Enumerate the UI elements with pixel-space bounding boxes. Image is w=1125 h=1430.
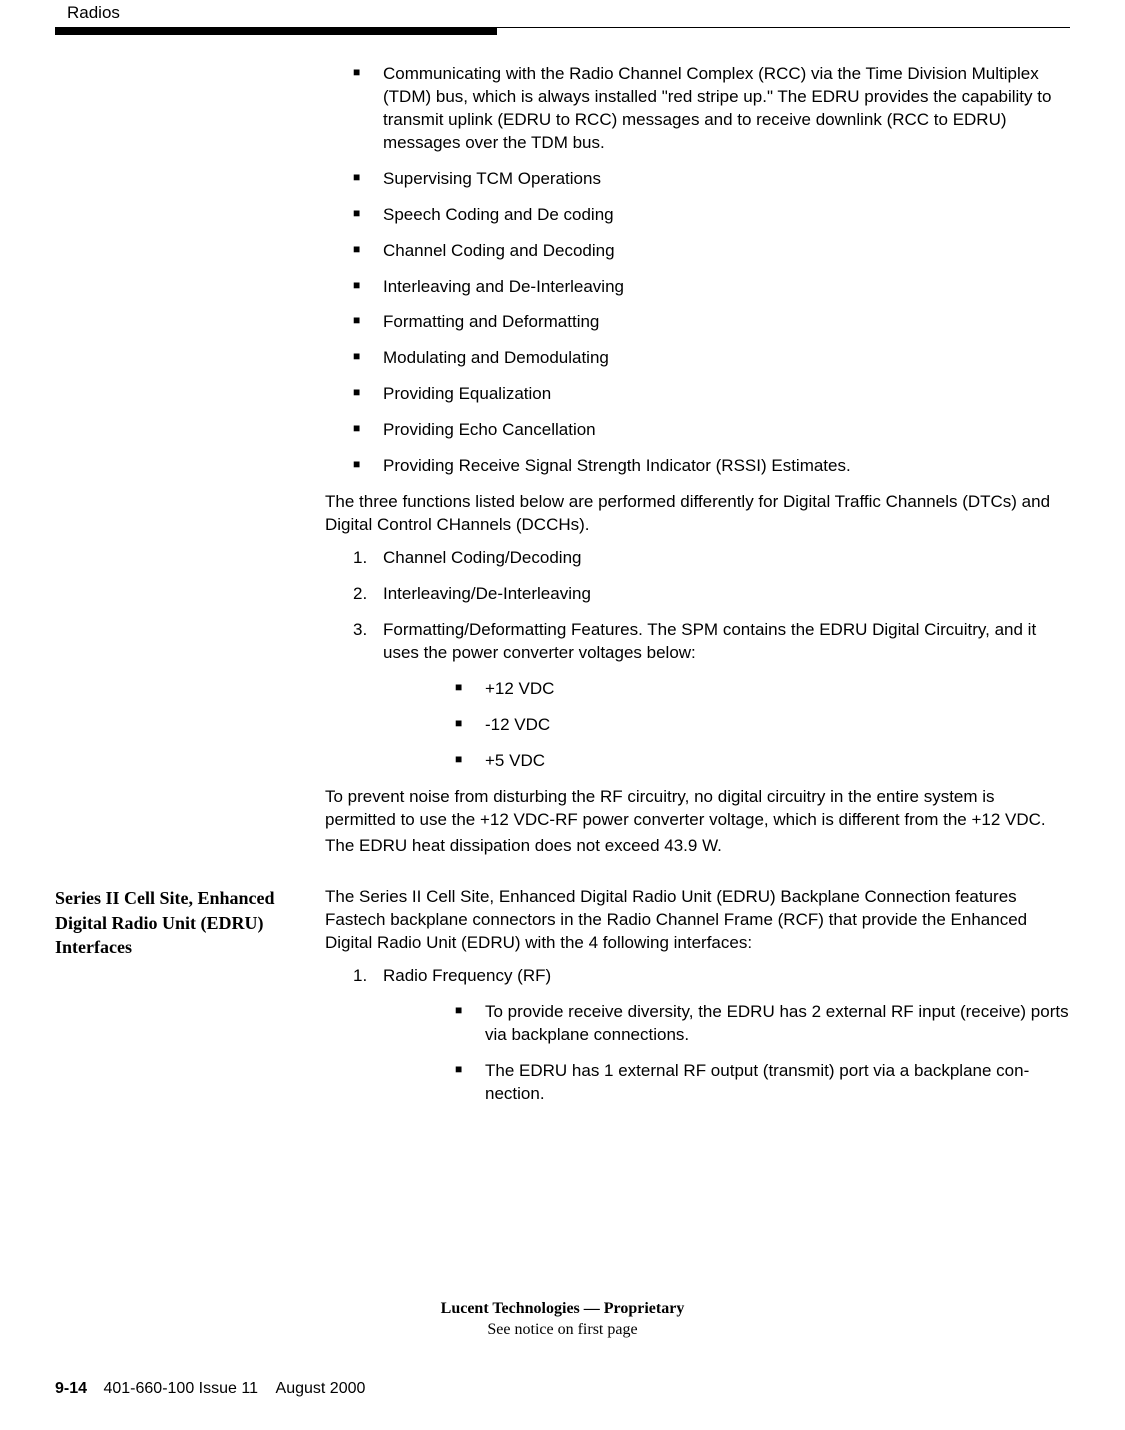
paragraph: The EDRU heat dissipation does not excee… [325, 835, 1070, 858]
list-item: Interleaving and De-Interleaving [353, 276, 1070, 299]
list-item-text: Radio Frequency (RF) [383, 966, 551, 985]
numbered-list-interfaces: Radio Frequency (RF) To provide receive … [325, 965, 1070, 1106]
list-item: Modulating and Demodulating [353, 347, 1070, 370]
list-item: Formatting/Deformatting Features. The SP… [353, 619, 1070, 773]
paragraph: The Series II Cell Site, Enhanced Digita… [325, 886, 1070, 955]
list-item: Supervising TCM Operations [353, 168, 1070, 191]
list-item: To provide receive diversity, the EDRU h… [455, 1001, 1070, 1047]
doc-issue: 401-660-100 Issue 11 [103, 1380, 257, 1397]
header-rule-thick [55, 28, 497, 35]
paragraph: To prevent noise from disturbing the RF … [325, 786, 1070, 832]
list-item: Channel Coding and Decoding [353, 240, 1070, 263]
bulleted-list-functions: Communicating with the Radio Channel Com… [325, 63, 1070, 478]
list-item: Interleaving/De-Interleaving [353, 583, 1070, 606]
running-header: Radios [55, 0, 1070, 25]
list-item-text: Formatting/Deformatting Features. The SP… [383, 620, 1036, 662]
list-item: Providing Echo Cancellation [353, 419, 1070, 442]
list-item: Channel Coding/Decoding [353, 547, 1070, 570]
list-item: +12 VDC [455, 678, 1070, 701]
list-item: +5 VDC [455, 750, 1070, 773]
list-item: Speech Coding and De coding [353, 204, 1070, 227]
doc-date: August 2000 [276, 1380, 366, 1397]
numbered-list: Channel Coding/Decoding Interleaving/De-… [325, 547, 1070, 773]
page-footer: Lucent Technologies — Proprietary See no… [55, 1299, 1070, 1400]
list-item: Communicating with the Radio Channel Com… [353, 63, 1070, 155]
rf-sublist: To provide receive diversity, the EDRU h… [383, 1001, 1070, 1106]
list-item: Providing Receive Signal Strength Indica… [353, 455, 1070, 478]
list-item: Providing Equalization [353, 383, 1070, 406]
list-item: The EDRU has 1 external RF output (trans… [455, 1060, 1070, 1106]
section-heading: Series II Cell Site, Enhanced Digital Ra… [55, 886, 307, 959]
paragraph: The three functions listed below are per… [325, 491, 1070, 537]
list-item: -12 VDC [455, 714, 1070, 737]
voltage-list: +12 VDC -12 VDC +5 VDC [383, 678, 1070, 773]
list-item: Formatting and Deformatting [353, 311, 1070, 334]
footer-notice: See notice on first page [55, 1320, 1070, 1341]
list-item: Radio Frequency (RF) To provide receive … [353, 965, 1070, 1106]
footer-proprietary: Lucent Technologies — Proprietary [55, 1299, 1070, 1320]
page-number: 9-14 [55, 1380, 87, 1397]
